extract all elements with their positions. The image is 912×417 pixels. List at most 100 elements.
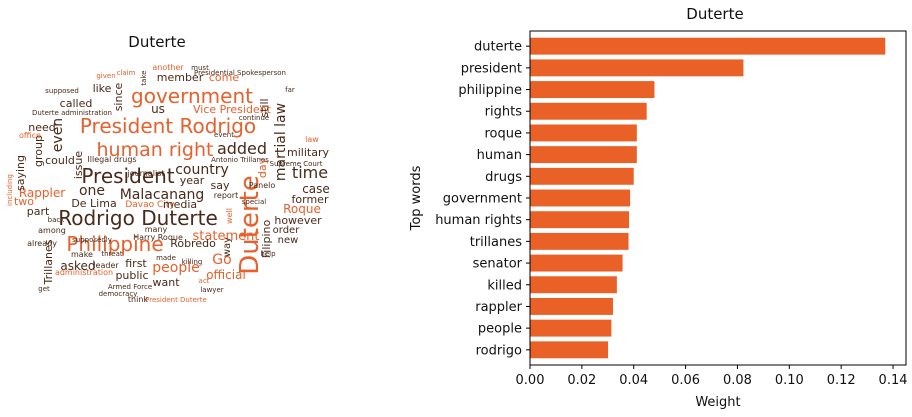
y-axis-label: Top words — [409, 165, 424, 231]
wordcloud-word: government — [131, 84, 253, 108]
y-tick-label: rights — [485, 105, 523, 120]
y-tick-label: killed — [487, 278, 522, 293]
wordcloud-word: Armed Force — [108, 283, 152, 291]
wordcloud-title: Duterte — [128, 33, 186, 51]
wordcloud-word: event — [214, 131, 234, 139]
wordcloud-word: special — [242, 198, 266, 206]
wordcloud-word: human right — [97, 139, 214, 161]
y-tick-label: president — [461, 61, 522, 76]
x-tick-label: 0.06 — [671, 373, 700, 388]
wordcloud-word: many — [145, 225, 168, 234]
bar-human-rights — [530, 211, 630, 229]
wordcloud-word: added — [217, 139, 267, 158]
x-tick-label: 0.12 — [827, 373, 856, 388]
x-axis-label: Weight — [695, 395, 740, 410]
wordcloud-word: military — [287, 146, 329, 159]
y-tick-label: rappler — [475, 300, 522, 315]
wordcloud-word: Harry Roque — [133, 233, 183, 242]
wordcloud-word: official — [206, 268, 246, 282]
plot-frame — [529, 30, 907, 366]
bar-rappler — [530, 297, 613, 315]
wordcloud-word: back — [48, 216, 66, 224]
wordcloud-word: office — [19, 131, 41, 140]
y-tick-label: trillanes — [470, 235, 522, 250]
wordcloud-word: Rodrigo Duterte — [58, 206, 218, 230]
wordcloud-word: already — [27, 239, 57, 248]
wordcloud-word: two — [14, 195, 34, 208]
wordcloud-word: Duterte administration — [32, 109, 112, 117]
wordcloud-word: Antonio Trillanes — [211, 156, 269, 164]
wordcloud-word: like — [93, 82, 112, 95]
wordcloud-word: leader — [93, 261, 119, 270]
y-tick-label: human — [477, 148, 522, 163]
wordcloud-word: time — [292, 163, 328, 182]
wordcloud-word: President — [81, 164, 174, 188]
wordcloud-word: get — [38, 285, 50, 293]
wordcloud-word: media — [163, 198, 197, 211]
wordcloud-word: asked — [60, 259, 95, 273]
wordcloud-word: take — [140, 70, 148, 85]
bar-government — [530, 189, 631, 207]
wordcloud-word: claim — [117, 69, 136, 77]
wordcloud-word: still — [258, 98, 271, 117]
wordcloud-word: supposed — [45, 87, 79, 95]
wordcloud-word: among — [38, 226, 66, 235]
wordcloud-word: first — [125, 257, 147, 270]
wordcloud-word: member — [157, 71, 204, 84]
bar-duterte — [530, 37, 886, 55]
wordcloud-word: new — [278, 235, 299, 246]
wordcloud-word: issue — [72, 151, 85, 179]
y-tick-label: people — [478, 322, 522, 337]
wordcloud-word: one — [79, 183, 105, 199]
wordcloud-word: supposedly — [72, 236, 112, 244]
wordcloud-word: President Duterte — [145, 296, 207, 304]
wordcloud-word: group — [32, 135, 45, 167]
wordcloud-word: martial law — [273, 103, 289, 181]
wordcloud-word: Presidential Spokesperson — [194, 69, 286, 77]
y-tick-labels: duterte president philippine rights roque hum… — [435, 40, 530, 358]
wordcloud-word: Vice President — [193, 103, 272, 116]
bar-philippine — [530, 81, 655, 99]
wordcloud-word: lawyer — [200, 286, 223, 294]
bar-rodrigo — [530, 341, 609, 359]
wordcloud-words: President Rodrigo government human right Pr… — [6, 63, 330, 304]
x-tick-label: 0.00 — [516, 373, 545, 388]
chart-title: Duterte — [686, 5, 743, 23]
wordcloud-word: Panelo — [249, 181, 276, 190]
wordcloud-word: way — [222, 237, 233, 257]
x-tick-label: 0.14 — [879, 373, 908, 388]
y-tick-label: rodrigo — [476, 343, 522, 358]
wordcloud-word: killing — [182, 258, 203, 266]
wordcloud-word: Supreme Court — [270, 160, 323, 168]
wordcloud-word: report — [214, 191, 238, 200]
bar-drugs — [530, 167, 634, 185]
wordcloud-word: order — [273, 225, 301, 236]
wordcloud-word: given — [96, 72, 115, 80]
wordcloud-word: people — [152, 260, 199, 276]
bar-people — [530, 319, 612, 337]
wordcloud-word: Trillanes — [42, 239, 55, 285]
bar-trillanes — [530, 232, 629, 250]
bars — [530, 37, 886, 359]
y-tick-label: duterte — [474, 40, 522, 55]
wordcloud-word: saying — [14, 155, 27, 191]
y-tick-label: senator — [473, 257, 523, 272]
bar-president — [530, 59, 744, 77]
bar-roque — [530, 124, 637, 142]
wordcloud-word: Davao City — [125, 200, 175, 210]
y-tick-label: human rights — [435, 213, 522, 228]
wordcloud-word: want — [152, 276, 180, 289]
wordcloud-word: journalist — [126, 169, 164, 178]
wordcloud-word: part — [27, 205, 50, 218]
wordcloud-word: another — [152, 63, 184, 72]
bar-rights — [530, 102, 647, 120]
wordcloud-word: country — [175, 162, 229, 178]
wordcloud-word: must — [191, 64, 209, 72]
x-tick-label: 0.10 — [775, 373, 804, 388]
wordcloud-word: made — [156, 254, 176, 262]
bar-human — [530, 146, 637, 164]
wordcloud-word: however — [274, 214, 322, 227]
wordcloud-word: could — [45, 154, 75, 167]
wordcloud-word: Duterte — [235, 175, 265, 275]
wordcloud-word: make — [71, 250, 93, 259]
